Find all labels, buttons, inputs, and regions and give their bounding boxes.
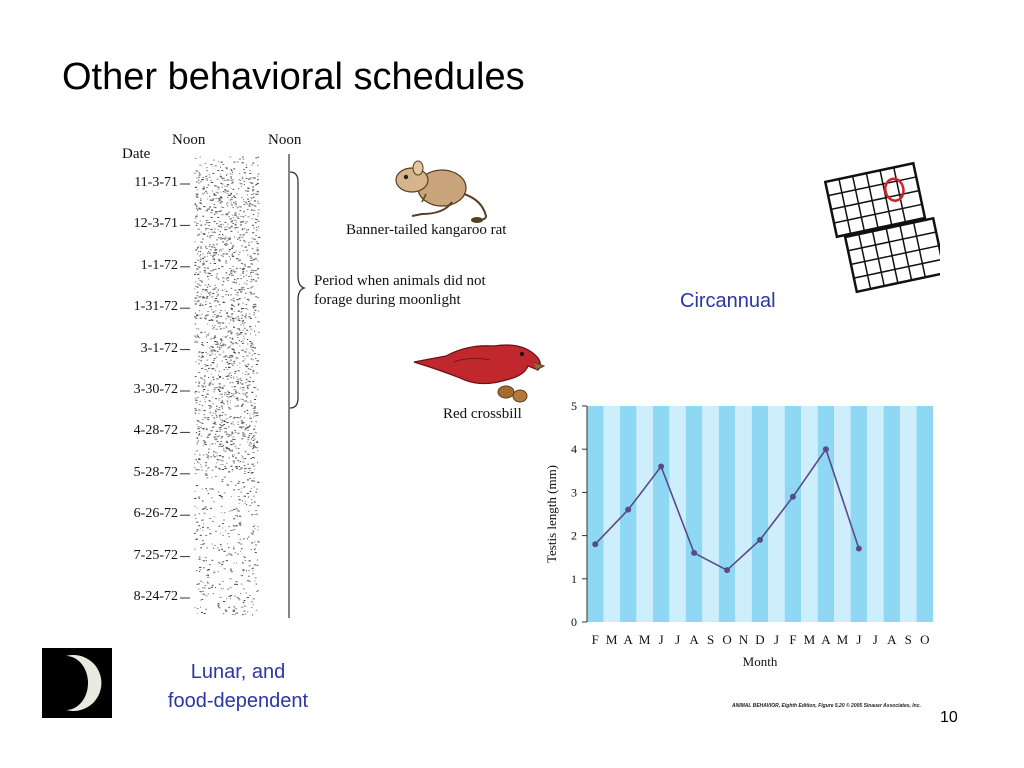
x-tick-label: D xyxy=(755,632,764,647)
figure-credit: ANIMAL BEHAVIOR, Eighth Edition, Figure … xyxy=(732,703,921,709)
moonlight-bracket xyxy=(289,171,306,409)
bracket-caption-line1: Period when animals did not xyxy=(314,273,486,289)
kangaroo-rat-caption: Banner-tailed kangaroo rat xyxy=(346,222,507,238)
x-axis-label: Month xyxy=(743,654,778,669)
data-point xyxy=(822,446,829,453)
y-axis-label: Testis length (mm) xyxy=(544,465,559,563)
noon-label-left: Noon xyxy=(172,132,206,148)
lunar-label-line1: Lunar, and xyxy=(190,661,286,683)
x-tick-label: J xyxy=(659,632,664,647)
month-stripe xyxy=(850,406,868,622)
month-stripe xyxy=(801,406,818,622)
x-tick-label: O xyxy=(722,632,731,647)
month-stripe xyxy=(702,406,719,622)
data-point xyxy=(724,567,731,574)
y-tick-label: 3 xyxy=(571,485,577,499)
x-tick-label: A xyxy=(623,632,633,647)
month-stripe xyxy=(603,406,620,622)
red-crossbill-icon xyxy=(413,344,546,403)
date-label: 1-31-72 xyxy=(133,299,178,315)
x-tick-label: J xyxy=(675,632,680,647)
date-label: 4-28-72 xyxy=(133,423,178,439)
data-point xyxy=(592,541,599,548)
crescent-moon-icon xyxy=(42,648,112,718)
x-tick-label: J xyxy=(774,632,779,647)
date-label: 12-3-71 xyxy=(133,216,178,232)
data-point xyxy=(757,536,763,543)
y-tick-label: 0 xyxy=(571,615,577,629)
date-label: 1-1-72 xyxy=(140,257,178,273)
data-point xyxy=(855,545,862,552)
month-stripe xyxy=(587,406,604,622)
lunar-label: Lunar, and food-dependent xyxy=(150,658,326,716)
month-stripe xyxy=(735,406,752,622)
bracket-caption: Period when animals did not forage durin… xyxy=(314,272,486,310)
x-tick-label: J xyxy=(856,632,861,647)
data-point xyxy=(658,463,665,470)
y-tick-label: 5 xyxy=(571,399,577,413)
x-tick-label: A xyxy=(821,632,831,647)
date-label: 8-24-72 xyxy=(133,589,178,604)
red-crossbill-caption: Red crossbill xyxy=(443,406,522,422)
y-tick-label: 4 xyxy=(571,442,577,456)
month-stripe xyxy=(636,406,653,622)
x-tick-label: S xyxy=(905,632,912,647)
month-stripe xyxy=(883,406,901,622)
bracket-caption-line2: forage during moonlight xyxy=(314,292,461,308)
date-label: 3-1-72 xyxy=(140,340,178,356)
month-stripe xyxy=(718,406,736,622)
month-stripe xyxy=(751,406,769,622)
actogram-panel: Noon Noon Date 11-3-71 12-3-71 1-1-72 1-31-… xyxy=(108,130,328,620)
month-stripe xyxy=(685,406,703,622)
month-stripe xyxy=(619,406,637,622)
month-stripe xyxy=(768,406,785,622)
x-tick-label: J xyxy=(873,632,878,647)
page-number: 10 xyxy=(940,709,958,726)
circannual-label: Circannual xyxy=(680,290,776,312)
date-header: Date xyxy=(122,146,151,162)
x-tick-label: M xyxy=(837,632,849,647)
date-label: 7-25-72 xyxy=(133,547,178,563)
date-label: 3-30-72 xyxy=(133,382,178,397)
x-tick-label: S xyxy=(707,632,714,647)
x-tick-label: M xyxy=(639,632,651,647)
y-tick-label: 2 xyxy=(571,529,577,543)
noon-label-right: Noon xyxy=(268,132,302,148)
month-stripe xyxy=(834,406,851,622)
x-tick-label: M xyxy=(804,632,816,647)
month-stripe xyxy=(784,406,802,622)
x-tick-label: F xyxy=(592,632,599,647)
slide-title: Other behavioral schedules xyxy=(62,56,525,98)
month-stripe xyxy=(900,406,917,622)
x-tick-label: A xyxy=(689,632,699,647)
x-tick-label: N xyxy=(739,632,749,647)
date-label: 6-26-72 xyxy=(133,506,178,522)
date-label: 11-3-71 xyxy=(134,175,178,190)
x-tick-label: A xyxy=(887,632,897,647)
x-tick-label: M xyxy=(606,632,618,647)
x-tick-label: F xyxy=(789,632,796,647)
activity-marks xyxy=(194,156,261,616)
x-tick-label: O xyxy=(920,632,929,647)
month-stripe xyxy=(916,406,933,622)
date-label: 5-28-72 xyxy=(133,464,178,480)
data-point xyxy=(789,493,796,500)
data-point xyxy=(625,506,632,513)
actogram-plot xyxy=(180,154,290,618)
y-tick-label: 1 xyxy=(571,572,577,586)
month-stripe xyxy=(867,406,884,622)
month-stripe xyxy=(817,406,835,622)
month-stripe xyxy=(669,406,686,622)
data-point xyxy=(691,549,698,556)
month-stripe xyxy=(652,406,670,622)
calendar-icon xyxy=(823,161,940,294)
kangaroo-rat-icon xyxy=(395,160,488,223)
lunar-label-line2: food-dependent xyxy=(167,690,309,712)
